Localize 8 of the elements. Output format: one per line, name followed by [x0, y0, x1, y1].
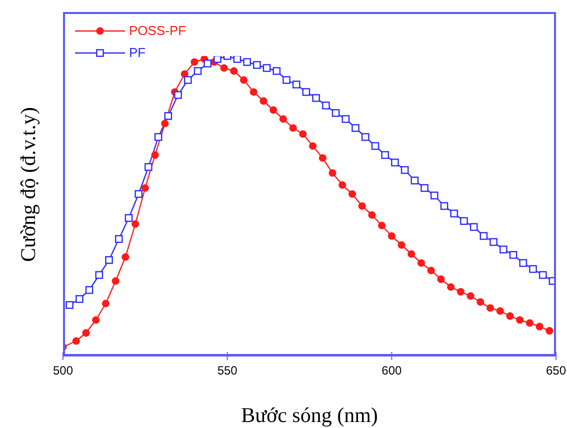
x-tick-label: 550: [217, 364, 238, 378]
legend-label: POSS-PF: [129, 22, 186, 40]
x-tick-label: 500: [52, 364, 74, 378]
x-tick-label: 600: [382, 364, 402, 378]
legend-label: PF: [129, 44, 146, 62]
x-tick-label: 650: [546, 364, 566, 378]
x-axis-title: Bước sóng (nm): [241, 403, 378, 427]
y-axis-title: Cường độ (đ.v.t.y): [16, 106, 40, 262]
